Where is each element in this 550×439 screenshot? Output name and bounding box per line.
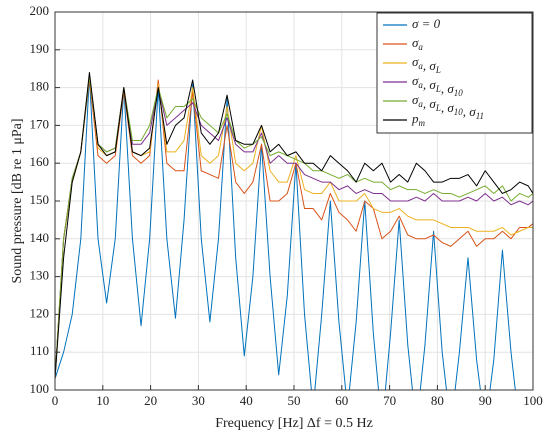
y-tick-label: 190: [30, 41, 50, 56]
y-axis-label: Sound pressure [dB re 1 μPa]: [10, 119, 25, 284]
x-tick-label: 50: [288, 393, 301, 408]
y-tick-label: 160: [30, 154, 50, 169]
legend-label: σa: [412, 35, 423, 52]
y-tick-label: 140: [30, 230, 50, 245]
legend-box: [376, 12, 533, 134]
legend-label: pm: [411, 111, 426, 128]
legend-label: σa, σL, σ10: [412, 73, 463, 98]
y-tick-label: 100: [30, 381, 50, 396]
x-tick-label: 70: [383, 393, 396, 408]
x-tick-label: 60: [335, 393, 348, 408]
x-tick-label: 40: [240, 393, 253, 408]
legend-label: σa, σL, σ10, σ11: [412, 92, 484, 121]
x-tick-label: 0: [52, 393, 59, 408]
series-line: [55, 75, 533, 379]
x-tick-label: 100: [523, 393, 543, 408]
x-tick-label: 30: [192, 393, 205, 408]
legend-label: σ = 0: [412, 16, 441, 31]
y-tick-label: 180: [30, 79, 50, 94]
y-tick-label: 120: [30, 305, 50, 320]
x-axis-label: Frequency [Hz] Δf = 0.5 Hz: [215, 416, 373, 431]
y-tick-label: 150: [30, 192, 50, 207]
x-tick-label: 10: [96, 393, 109, 408]
y-tick-label: 130: [30, 268, 50, 283]
legend-label: σa, σL: [412, 54, 441, 75]
x-tick-label: 20: [144, 393, 157, 408]
series-line: [55, 75, 533, 379]
x-tick-label: 80: [431, 393, 444, 408]
series-line: [55, 71, 533, 379]
y-tick-label: 110: [30, 343, 49, 358]
y-tick-label: 200: [30, 3, 50, 18]
y-tick-label: 170: [30, 116, 50, 131]
x-tick-label: 90: [479, 393, 492, 408]
